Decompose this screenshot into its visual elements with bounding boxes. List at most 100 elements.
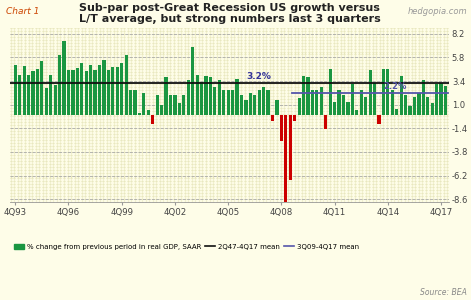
Bar xyxy=(284,115,287,202)
Bar xyxy=(116,67,119,115)
Bar xyxy=(386,69,390,115)
Bar xyxy=(342,95,345,115)
Bar xyxy=(58,56,61,115)
Bar xyxy=(333,102,336,115)
Bar xyxy=(98,65,101,115)
Text: 3.2%: 3.2% xyxy=(246,72,271,81)
Bar xyxy=(142,93,146,115)
Bar xyxy=(151,115,154,124)
Bar xyxy=(430,103,434,115)
Bar xyxy=(244,100,247,115)
Bar xyxy=(307,77,309,115)
Bar xyxy=(368,70,372,115)
Bar xyxy=(249,93,252,115)
Bar xyxy=(267,90,270,115)
Bar xyxy=(124,56,128,115)
Bar xyxy=(258,90,261,115)
Bar xyxy=(435,84,438,115)
Bar xyxy=(76,68,79,115)
Bar xyxy=(329,69,332,115)
Bar xyxy=(320,87,323,115)
Bar xyxy=(337,90,341,115)
Bar xyxy=(155,95,159,115)
Bar xyxy=(71,70,74,115)
Text: Source: BEA: Source: BEA xyxy=(420,288,467,297)
Bar xyxy=(382,69,385,115)
Bar xyxy=(23,66,26,115)
Bar xyxy=(178,103,181,115)
Bar xyxy=(164,77,168,115)
Bar xyxy=(377,115,381,124)
Bar xyxy=(36,69,39,115)
Title: Sub-par post-Great Recession US growth versus
L/T average, but strong numbers la: Sub-par post-Great Recession US growth v… xyxy=(79,3,381,24)
Bar xyxy=(395,109,398,115)
Bar xyxy=(413,97,416,115)
Bar xyxy=(298,98,300,115)
Bar xyxy=(80,63,83,115)
Legend: % change from previous period in real GDP, SAAR, 2Q47-4Q17 mean, 3Q09-4Q17 mean: % change from previous period in real GD… xyxy=(11,241,362,253)
Bar xyxy=(311,90,314,115)
Bar xyxy=(187,80,190,115)
Bar xyxy=(120,63,123,115)
Bar xyxy=(364,97,367,115)
Bar xyxy=(262,87,265,115)
Bar xyxy=(351,84,354,115)
Bar xyxy=(346,102,349,115)
Bar xyxy=(27,75,30,115)
Bar xyxy=(399,76,403,115)
Bar xyxy=(444,86,447,115)
Bar xyxy=(422,80,425,115)
Bar xyxy=(195,75,199,115)
Bar xyxy=(408,106,412,115)
Bar xyxy=(236,79,239,115)
Bar xyxy=(404,95,407,115)
Bar xyxy=(231,90,234,115)
Bar xyxy=(324,115,327,129)
Bar xyxy=(360,90,363,115)
Bar xyxy=(14,65,17,115)
Bar xyxy=(138,112,141,115)
Bar xyxy=(240,95,243,115)
Bar xyxy=(63,41,65,115)
Bar xyxy=(373,83,376,115)
Bar xyxy=(293,115,296,122)
Bar xyxy=(111,67,114,115)
Bar xyxy=(315,90,318,115)
Bar xyxy=(302,76,305,115)
Bar xyxy=(426,97,430,115)
Bar xyxy=(169,95,172,115)
Bar xyxy=(102,60,106,115)
Bar xyxy=(390,90,394,115)
Bar xyxy=(280,115,283,141)
Bar xyxy=(160,105,163,115)
Bar xyxy=(107,70,110,115)
Bar xyxy=(89,65,92,115)
Bar xyxy=(200,82,203,115)
Bar xyxy=(173,95,177,115)
Text: 2.2%: 2.2% xyxy=(383,82,407,91)
Bar xyxy=(222,90,225,115)
Bar xyxy=(417,93,421,115)
Bar xyxy=(209,77,212,115)
Bar xyxy=(67,70,70,115)
Text: hedgopia.com: hedgopia.com xyxy=(407,8,467,16)
Bar xyxy=(32,71,34,115)
Bar xyxy=(18,75,21,115)
Bar xyxy=(204,76,208,115)
Bar xyxy=(49,75,52,115)
Bar xyxy=(276,100,278,115)
Bar xyxy=(439,83,443,115)
Bar xyxy=(40,61,43,115)
Bar xyxy=(271,115,274,122)
Bar xyxy=(147,110,150,115)
Text: Chart 1: Chart 1 xyxy=(6,8,39,16)
Bar xyxy=(45,88,48,115)
Bar xyxy=(93,70,97,115)
Bar xyxy=(133,90,137,115)
Bar xyxy=(129,90,132,115)
Bar xyxy=(213,87,217,115)
Bar xyxy=(182,95,186,115)
Bar xyxy=(253,95,256,115)
Bar xyxy=(191,46,194,115)
Bar xyxy=(289,115,292,180)
